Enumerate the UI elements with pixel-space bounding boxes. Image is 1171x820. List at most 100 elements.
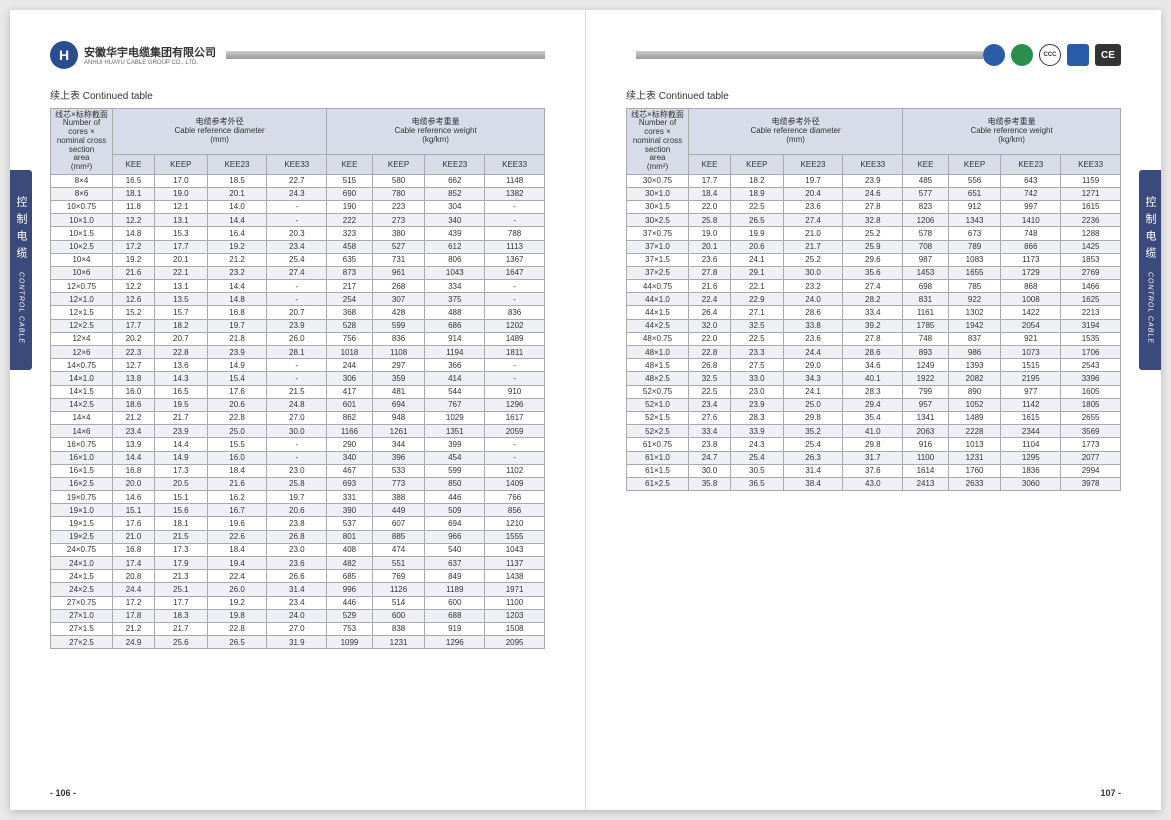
table-cell: 1382 — [485, 187, 545, 200]
table-cell: 948 — [372, 411, 425, 424]
table-cell: 44×1.5 — [627, 306, 689, 319]
table-cell: 334 — [425, 280, 485, 293]
col-header: KEEP — [731, 154, 784, 174]
table-cell: 20.4 — [783, 187, 843, 200]
table-row: 16×1.014.414.916.0-340396454- — [51, 451, 545, 464]
table-cell: 467 — [327, 464, 373, 477]
table-cell: 1836 — [1001, 464, 1061, 477]
table-cell: 1489 — [485, 332, 545, 345]
table-cell: 780 — [372, 187, 425, 200]
table-row: 27×1.017.818.319.824.05296006881203 — [51, 609, 545, 622]
table-cell: 40.1 — [843, 372, 903, 385]
table-cell: 1942 — [948, 319, 1001, 332]
table-cell: 22.8 — [155, 346, 208, 359]
table-cell: 17.4 — [113, 557, 155, 570]
table-cell: 850 — [425, 477, 485, 490]
table-cell: 454 — [425, 451, 485, 464]
table-cell: 551 — [372, 557, 425, 570]
table-cell: 1102 — [485, 464, 545, 477]
table-cell: 21.6 — [207, 477, 267, 490]
side-tab-cn: 控制电缆 — [13, 196, 29, 264]
table-cell: 22.9 — [731, 293, 784, 306]
table-cell: 488 — [425, 306, 485, 319]
table-cell: 399 — [425, 438, 485, 451]
table-cell: 1341 — [903, 411, 949, 424]
table-cell: 16.8 — [113, 543, 155, 556]
table-cell: 27.4 — [783, 214, 843, 227]
table-cell: 1249 — [903, 359, 949, 372]
col-header: KEEP — [948, 154, 1001, 174]
table-cell: 18.1 — [113, 187, 155, 200]
table-cell: 533 — [372, 464, 425, 477]
table-row: 30×0.7517.718.219.723.94855566431159 — [627, 174, 1121, 187]
table-cell: 1489 — [948, 411, 1001, 424]
table-cell: 331 — [327, 491, 373, 504]
table-row: 37×1.523.624.125.229.6987108311731853 — [627, 253, 1121, 266]
table-cell: 698 — [903, 280, 949, 293]
table-cell: 885 — [372, 530, 425, 543]
table-cell: 23.4 — [113, 425, 155, 438]
table-cell: 33.9 — [731, 425, 784, 438]
table-cell: 27.4 — [267, 266, 327, 279]
table-cell: 24.8 — [267, 398, 327, 411]
table-cell: 35.8 — [689, 477, 731, 490]
table-cell: 1971 — [485, 583, 545, 596]
table-cell: 766 — [485, 491, 545, 504]
table-cell: 849 — [425, 570, 485, 583]
table-row: 61×1.530.030.531.437.61614176018362994 — [627, 464, 1121, 477]
table-cell: 24.9 — [113, 636, 155, 649]
table-cell: 388 — [372, 491, 425, 504]
table-cell: 27.8 — [843, 200, 903, 213]
table-cell: 25.4 — [783, 438, 843, 451]
table-cell: 528 — [327, 319, 373, 332]
table-cell: 19.2 — [207, 240, 267, 253]
table-row: 14×1.013.814.315.4-306359414- — [51, 372, 545, 385]
table-cell: 27.5 — [731, 359, 784, 372]
table-cell: 31.4 — [267, 583, 327, 596]
table-cell: 29.1 — [731, 266, 784, 279]
table-cell: 48×0.75 — [627, 332, 689, 345]
table-cell: 17.8 — [113, 609, 155, 622]
side-tab-en: CONTROL CABLE — [1147, 272, 1154, 344]
cert-green-icon — [1011, 44, 1033, 66]
table-cell: 12.2 — [113, 214, 155, 227]
table-row: 12×0.7512.213.114.4-217268334- — [51, 280, 545, 293]
table-cell: 18.4 — [207, 464, 267, 477]
cert-tuv-icon — [1067, 44, 1089, 66]
table-cell: 14.8 — [113, 227, 155, 240]
table-cell: 3060 — [1001, 477, 1061, 490]
table-row: 27×1.521.221.722.827.07538389191508 — [51, 622, 545, 635]
table-cell: 23.0 — [267, 543, 327, 556]
table-cell: 14×2.5 — [51, 398, 113, 411]
table-cell: 24.1 — [731, 253, 784, 266]
table-row: 37×2.527.829.130.035.61453165517292769 — [627, 266, 1121, 279]
table-cell: 25.2 — [843, 227, 903, 240]
table-cell: 16×2.5 — [51, 477, 113, 490]
table-cell: 799 — [903, 385, 949, 398]
table-row: 61×0.7523.824.325.429.8916101311041773 — [627, 438, 1121, 451]
table-cell: 12×2.5 — [51, 319, 113, 332]
table-cell: 1296 — [425, 636, 485, 649]
table-cell: 18.9 — [731, 187, 784, 200]
table-cell: 34.3 — [783, 372, 843, 385]
table-cell: 2082 — [948, 372, 1001, 385]
table-cell: 16.4 — [207, 227, 267, 240]
table-cell: 19.8 — [207, 609, 267, 622]
table-cell: 2228 — [948, 425, 1001, 438]
table-cell: 19×0.75 — [51, 491, 113, 504]
table-cell: 3978 — [1061, 477, 1121, 490]
table-cell: 26.5 — [731, 214, 784, 227]
table-cell: 1615 — [1061, 200, 1121, 213]
table-cell: 1206 — [903, 214, 949, 227]
table-cell: 33.8 — [783, 319, 843, 332]
table-cell: - — [267, 280, 327, 293]
table-row: 30×2.525.826.527.432.81206134314102236 — [627, 214, 1121, 227]
table-cell: 19.2 — [113, 253, 155, 266]
table-cell: 21.2 — [207, 253, 267, 266]
left-page: H 安徽华宇电缆集团有限公司 ANHUI HUAYU CABLE GROUP C… — [10, 10, 586, 810]
table-cell: 19.9 — [731, 227, 784, 240]
table-cell: 2063 — [903, 425, 949, 438]
table-cell: 1625 — [1061, 293, 1121, 306]
table-cell: 61×1.5 — [627, 464, 689, 477]
table-cell: 35.6 — [843, 266, 903, 279]
